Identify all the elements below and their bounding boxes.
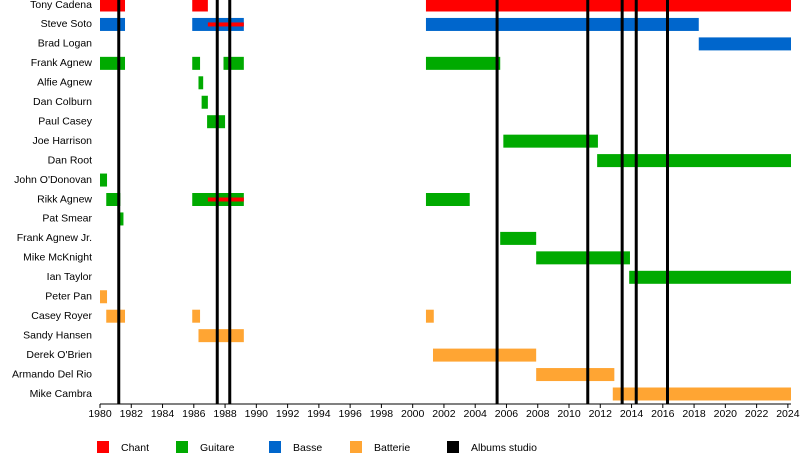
role-bar	[118, 212, 124, 226]
member-label: Dan Root	[48, 154, 92, 166]
role-bar	[597, 154, 791, 168]
role-bar	[192, 56, 201, 70]
member-label: Derek O'Brien	[26, 349, 92, 361]
member-label: Sandy Hansen	[23, 329, 92, 341]
role-bar	[192, 309, 201, 323]
member-label: Alfie Agnew	[37, 77, 92, 89]
x-tick-label: 1980	[88, 408, 112, 420]
legend-label: Chant	[121, 442, 149, 454]
member-label: Mike McKnight	[23, 252, 92, 264]
member-label: Pat Smear	[42, 213, 92, 225]
member-label: Rikk Agnew	[37, 193, 92, 205]
x-tick-label: 2010	[557, 408, 581, 420]
member-label: Casey Royer	[31, 310, 92, 322]
role-bar	[198, 329, 244, 343]
legend-swatch	[97, 441, 109, 453]
role-bar	[100, 290, 108, 304]
role-bar	[100, 173, 108, 187]
x-tick-label: 2014	[620, 408, 644, 420]
member-label: Ian Taylor	[47, 271, 93, 283]
member-label: Brad Logan	[38, 38, 92, 50]
x-tick-label: 2020	[714, 408, 738, 420]
member-label: Frank Agnew Jr.	[17, 232, 92, 244]
legend-label: Basse	[293, 442, 322, 454]
legend-swatch	[269, 441, 281, 453]
x-tick-label: 2008	[526, 408, 550, 420]
member-label: Peter Pan	[45, 291, 92, 303]
role-bar	[201, 95, 208, 109]
role-bar	[106, 193, 121, 206]
role-bar	[100, 17, 126, 31]
role-bar	[425, 309, 434, 323]
member-label: Joe Harrison	[32, 135, 92, 147]
role-bar	[425, 0, 791, 12]
role-bar	[425, 17, 699, 31]
x-tick-label: 2018	[682, 408, 706, 420]
role-bar	[500, 231, 537, 245]
member-label: Steve Soto	[41, 18, 93, 30]
x-tick-label: 2016	[651, 408, 675, 420]
x-tick-label: 1986	[182, 408, 206, 420]
role-bar	[106, 309, 126, 323]
member-label: Frank Agnew	[31, 57, 93, 69]
role-stripe	[207, 22, 244, 27]
x-tick-label: 2004	[464, 408, 488, 420]
role-stripe	[207, 197, 244, 202]
x-tick-label: 1988	[213, 408, 237, 420]
role-bar	[100, 0, 126, 12]
member-label: Armando Del Rio	[12, 368, 92, 380]
role-bar	[503, 134, 598, 148]
role-bar	[536, 368, 615, 382]
member-label: John O'Donovan	[14, 174, 92, 186]
x-tick-label: 1992	[276, 408, 300, 420]
x-tick-label: 1994	[307, 408, 331, 420]
x-tick-label: 1982	[120, 408, 144, 420]
member-label: Mike Cambra	[30, 388, 93, 400]
role-bar	[192, 0, 208, 12]
role-bar	[425, 193, 470, 206]
role-bar	[629, 270, 791, 284]
role-bar	[223, 56, 244, 70]
x-tick-label: 2006	[495, 408, 519, 420]
legend-swatch	[350, 441, 362, 453]
legend-label: Albums studio	[471, 442, 537, 454]
x-tick-label: 2024	[776, 408, 800, 420]
x-tick-label: 2022	[745, 408, 769, 420]
role-bar	[100, 56, 126, 70]
member-label: Tony Cadena	[30, 0, 92, 11]
x-tick-label: 2012	[589, 408, 613, 420]
role-bar	[536, 251, 630, 265]
member-label: Dan Colburn	[33, 96, 92, 108]
role-bar	[432, 348, 537, 362]
x-tick-label: 1996	[338, 408, 362, 420]
x-tick-label: 1990	[245, 408, 269, 420]
role-bar	[698, 37, 791, 51]
role-bar	[425, 56, 501, 70]
x-tick-label: 1998	[370, 408, 394, 420]
x-tick-label: 1984	[151, 408, 175, 420]
legend-label: Batterie	[374, 442, 410, 454]
legend-label: Guitare	[200, 442, 235, 454]
x-tick-label: 2002	[432, 408, 456, 420]
legend-swatch	[176, 441, 188, 453]
legend-swatch	[447, 441, 459, 453]
x-tick-label: 2000	[401, 408, 425, 420]
member-label: Paul Casey	[38, 115, 92, 127]
role-bar	[612, 387, 791, 401]
role-bar	[198, 76, 204, 90]
